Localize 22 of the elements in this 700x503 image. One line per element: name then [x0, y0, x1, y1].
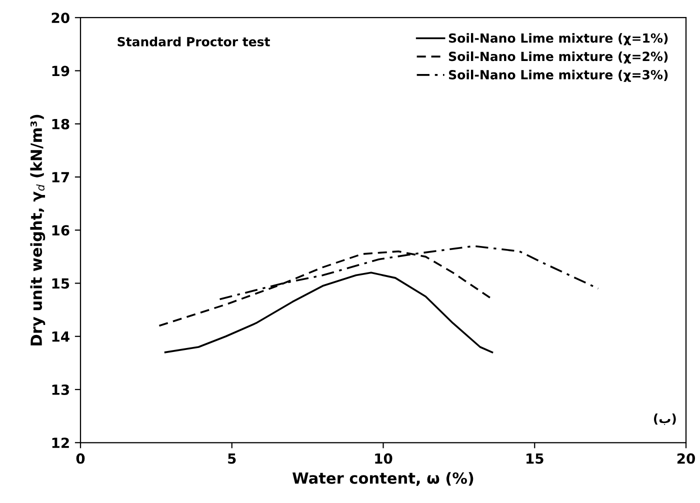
y-tick-label: 16	[52, 225, 70, 236]
legend-label: Soil-Nano Lime mixture (χ=1%)	[448, 33, 668, 46]
x-tick-label: 15	[526, 453, 544, 464]
y-tick-label: 19	[52, 66, 70, 76]
x-tick-label: 5	[228, 453, 236, 464]
x-axis-title: Water content, ω (%)	[292, 472, 474, 486]
y-tick-label: 20	[52, 12, 70, 24]
line-series	[164, 272, 494, 354]
legend-label: Soil-Nano Lime mixture (χ=3%)	[448, 70, 668, 82]
x-tick-label: 0	[76, 453, 85, 464]
y-tick-label: 17	[52, 172, 69, 182]
y-tick-label: 18	[52, 118, 70, 130]
y-tick-label: 13	[52, 384, 69, 395]
annotation: Standard Proctor test	[118, 36, 270, 46]
y-axis-title: Dry unit weight, γ$_{d}$ (kN/m³)	[30, 114, 46, 346]
x-tick-label: 20	[677, 453, 695, 464]
legend-label: Soil-Nano Lime mixture (χ=2%)	[448, 51, 668, 64]
y-tick-label: 14	[52, 332, 70, 342]
x-tick-label: 10	[375, 453, 392, 464]
annotation: (ب)	[654, 414, 676, 425]
y-tick-label: 12	[52, 438, 69, 448]
y-tick-label: 15	[52, 278, 70, 289]
